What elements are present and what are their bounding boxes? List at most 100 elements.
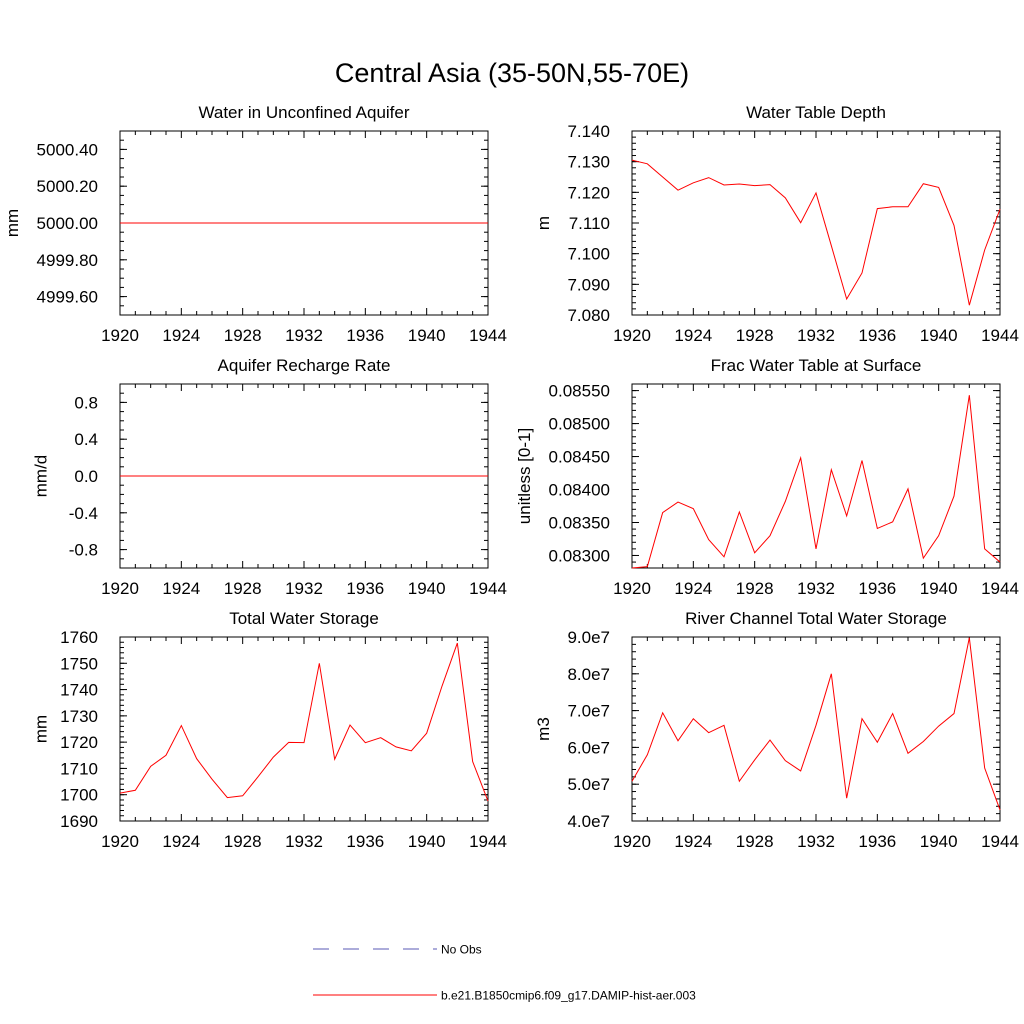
x-tick-label: 1944 <box>469 832 507 851</box>
x-tick-label: 1928 <box>224 579 262 598</box>
figure-title: Central Asia (35-50N,55-70E) <box>335 58 689 88</box>
legend-obs-label: No Obs <box>441 943 482 957</box>
x-axis: 1920 1924 1928 1932 1936 1940 1944 <box>101 131 507 345</box>
panel-title: Aquifer Recharge Rate <box>218 356 391 375</box>
y-tick-label: 0.08350 <box>549 513 610 532</box>
series-line <box>631 159 1001 306</box>
y-axis-label: m <box>534 216 553 230</box>
y-axis: 7.080 7.090 7.100 7.110 7.120 7.130 7.140 <box>567 122 1000 325</box>
x-tick-label: 1932 <box>797 832 835 851</box>
y-tick-label: 7.0e7 <box>567 702 610 721</box>
x-tick-label: 1928 <box>736 579 774 598</box>
x-tick-label: 1920 <box>613 579 651 598</box>
y-tick-label: 7.110 <box>569 214 610 233</box>
x-tick-label: 1940 <box>920 579 958 598</box>
x-tick-label: 1928 <box>736 326 774 345</box>
x-tick-label: 1936 <box>858 832 896 851</box>
y-tick-label: 1690 <box>60 812 98 831</box>
y-tick-label: 4999.80 <box>37 251 98 270</box>
y-axis-label: unitless [0-1] <box>515 428 534 524</box>
y-tick-label: 1740 <box>60 681 98 700</box>
y-tick-label: 4.0e7 <box>567 812 610 831</box>
y-tick-label: 5000.20 <box>37 177 98 196</box>
plot-frame <box>631 383 1001 569</box>
y-tick-label: 7.130 <box>567 153 610 172</box>
y-tick-label: 9.0e7 <box>567 628 610 647</box>
x-tick-label: 1936 <box>346 326 384 345</box>
x-axis: 1920 1924 1928 1932 1936 1940 1944 <box>101 384 507 598</box>
x-tick-label: 1924 <box>162 326 200 345</box>
x-tick-label: 1932 <box>797 579 835 598</box>
y-axis: 0.08300 0.08350 0.08400 0.08450 0.08500 0.085… <box>549 382 1000 565</box>
x-tick-label: 1936 <box>346 832 384 851</box>
y-tick-label: 7.140 <box>567 122 610 141</box>
x-tick-label: 1944 <box>469 326 507 345</box>
legend: No Obs b.e21.B1850cmip6.f09_g17.DAMIP-hi… <box>313 943 696 1003</box>
y-axis: 4999.60 4999.80 5000.00 5000.20 5000.40 <box>37 130 488 316</box>
panel-title: Water Table Depth <box>746 103 886 122</box>
x-tick-label: 1924 <box>674 832 712 851</box>
y-tick-label: 1700 <box>60 786 98 805</box>
y-tick-label: 0.08450 <box>549 448 610 467</box>
x-tick-label: 1920 <box>101 326 139 345</box>
y-tick-label: 1730 <box>60 707 98 726</box>
x-tick-label: 1928 <box>224 832 262 851</box>
y-tick-label: 1750 <box>60 654 98 673</box>
x-axis: 1920 1924 1928 1932 1936 1940 1944 <box>613 131 1019 345</box>
panel-2: Water Table Depth 1920 1924 1928 1932 1936 194… <box>534 103 1019 345</box>
plot-frame <box>631 130 1001 316</box>
y-tick-label: 0.8 <box>74 393 98 412</box>
panel-title: Water in Unconfined Aquifer <box>198 103 409 122</box>
x-tick-label: 1920 <box>613 832 651 851</box>
y-axis-label: m3 <box>534 717 553 741</box>
y-tick-label: 4999.60 <box>37 288 98 307</box>
y-tick-label: 0.08500 <box>549 415 610 434</box>
y-tick-label: 0.08400 <box>549 481 610 500</box>
x-tick-label: 1940 <box>408 832 446 851</box>
y-axis-label: mm/d <box>31 455 50 498</box>
y-tick-label: 6.0e7 <box>567 738 610 757</box>
x-tick-label: 1940 <box>408 326 446 345</box>
y-axis-label: mm <box>3 209 22 237</box>
x-tick-label: 1940 <box>920 326 958 345</box>
y-axis: 1690 1700 1710 1720 1730 1740 1750 1760 <box>60 628 488 831</box>
x-tick-label: 1932 <box>797 326 835 345</box>
x-tick-label: 1924 <box>162 832 200 851</box>
panel-3: Aquifer Recharge Rate 1920 1924 1928 1932 193… <box>31 356 507 598</box>
x-tick-label: 1940 <box>408 579 446 598</box>
x-tick-label: 1920 <box>101 579 139 598</box>
y-tick-label: 7.090 <box>567 275 610 294</box>
x-tick-label: 1944 <box>981 326 1019 345</box>
series-line <box>631 637 1001 811</box>
x-axis: 1920 1924 1928 1932 1936 1940 1944 <box>613 637 1019 851</box>
x-tick-label: 1944 <box>981 579 1019 598</box>
x-tick-label: 1932 <box>285 326 323 345</box>
x-tick-label: 1936 <box>858 579 896 598</box>
plot-frame <box>631 636 1001 822</box>
y-tick-label: 0.4 <box>74 430 98 449</box>
x-tick-label: 1928 <box>224 326 262 345</box>
y-tick-label: 8.0e7 <box>567 665 610 684</box>
x-axis: 1920 1924 1928 1932 1936 1940 1944 <box>613 384 1019 598</box>
y-tick-label: 7.100 <box>567 245 610 264</box>
x-tick-label: 1924 <box>674 326 712 345</box>
x-tick-label: 1924 <box>674 579 712 598</box>
y-tick-label: 5000.00 <box>37 214 98 233</box>
y-tick-label: 1720 <box>60 733 98 752</box>
y-tick-label: 0.0 <box>74 467 98 486</box>
y-tick-label: 7.120 <box>567 183 610 202</box>
x-tick-label: 1944 <box>981 832 1019 851</box>
y-tick-label: 5.0e7 <box>567 775 610 794</box>
x-tick-label: 1924 <box>162 579 200 598</box>
y-tick-label: 1760 <box>60 628 98 647</box>
x-axis: 1920 1924 1928 1932 1936 1940 1944 <box>101 637 507 851</box>
y-tick-label: 0.08550 <box>549 382 610 401</box>
x-tick-label: 1940 <box>920 832 958 851</box>
y-tick-label: 5000.40 <box>37 140 98 159</box>
